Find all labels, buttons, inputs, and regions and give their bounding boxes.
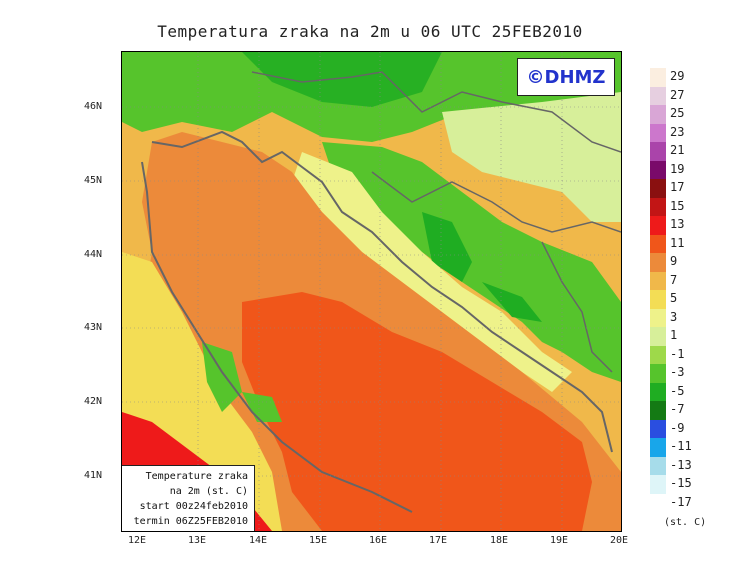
italy-green-patch-2: [242, 392, 282, 422]
info-box: Temperature zraka na 2m (st. C) start 00…: [122, 465, 255, 531]
legend-swatch: [650, 382, 666, 401]
legend-label: 23: [670, 124, 685, 139]
mild-zone-northeast: [442, 92, 621, 222]
legend-label: -17: [670, 494, 692, 509]
legend-swatch: [650, 401, 666, 420]
border-line-east: [371, 171, 621, 233]
legend-label: -11: [670, 439, 692, 453]
lat-label-44n: 44N: [84, 249, 103, 260]
lon-label-16e: 16E: [368, 535, 388, 546]
legend-label: -7: [670, 402, 685, 416]
legend-label: 17: [670, 180, 685, 194]
legend-swatch: [650, 68, 666, 87]
map-title: Temperatura zraka na 2m u 06 UTC 25FEB20…: [157, 22, 583, 41]
lon-label-17e: 17E: [428, 535, 448, 546]
legend-label: 25: [670, 106, 685, 120]
lon-label-15e: 15E: [308, 535, 328, 546]
legend-swatch: [650, 308, 666, 327]
border-line-north: [251, 71, 621, 153]
legend-label: 5: [670, 291, 678, 305]
info-line-1: Temperature zraka: [145, 471, 248, 482]
lat-label-43n: 43N: [84, 322, 103, 333]
lat-label-45n: 45N: [84, 175, 103, 186]
legend-label: 19: [670, 161, 685, 176]
lat-label-46n: 46N: [84, 101, 103, 112]
transition-zone: [292, 152, 572, 392]
lon-label-14e: 14E: [248, 535, 268, 546]
legend-swatch: [650, 234, 666, 253]
legend-swatch: [650, 253, 666, 272]
legend-swatch: [650, 456, 666, 475]
legend-label: 29: [670, 69, 685, 83]
legend-label: 11: [670, 235, 685, 250]
legend-swatch: [650, 86, 666, 105]
legend-swatch: [650, 123, 666, 142]
legend-label: 21: [670, 143, 685, 157]
info-line-2: na 2m (st. C): [169, 486, 248, 497]
legend-swatch: [650, 419, 666, 438]
lon-label-18e: 18E: [489, 535, 509, 546]
cold-zone-north-dark: [242, 52, 442, 107]
legend-label: -15: [670, 476, 692, 490]
adriatic-sea-warm: [242, 292, 592, 531]
map-canvas: [122, 52, 621, 531]
legend-swatch: [650, 345, 666, 364]
lat-label-42n: 42N: [84, 396, 103, 407]
cold-zone-dinaric-dark-2: [482, 282, 542, 322]
legend-swatch: [650, 327, 666, 346]
legend-label: 1: [670, 328, 678, 342]
legend-unit: (st. C): [664, 517, 707, 528]
temperature-map: ©DHMZ Temperature zraka na 2m (st. C) st…: [121, 51, 622, 532]
legend-label: -3: [670, 365, 685, 379]
legend-swatch: [650, 216, 666, 235]
legend-swatch: [650, 364, 666, 383]
legend-swatch: [650, 290, 666, 309]
cold-zone-dinaric-dark: [422, 212, 472, 282]
legend-label: 3: [670, 309, 678, 324]
lon-label-20e: 20E: [609, 535, 629, 546]
lon-label-19e: 19E: [549, 535, 569, 546]
legend-swatch: [650, 160, 666, 179]
legend-label: -5: [670, 383, 685, 398]
legend-label: -1: [670, 346, 685, 361]
lon-label-13e: 13E: [187, 535, 207, 546]
dhmz-logo: ©DHMZ: [517, 58, 615, 96]
coastline-italy: [141, 161, 413, 513]
legend-label: 7: [670, 272, 678, 287]
legend-swatch: [650, 105, 666, 124]
legend-label: 27: [670, 87, 685, 102]
border-line-balkan: [541, 241, 613, 373]
legend-label: -13: [670, 457, 692, 472]
legend-swatch: [650, 142, 666, 161]
legend-label: -9: [670, 420, 685, 435]
lat-label-41n: 41N: [84, 470, 103, 481]
coastline-croatia: [151, 130, 613, 453]
info-line-3: start 00z24feb2010: [139, 501, 248, 512]
legend-swatch: [650, 271, 666, 290]
legend-label: 9: [670, 254, 678, 268]
legend-label: 13: [670, 217, 685, 231]
lon-label-12e: 12E: [127, 535, 147, 546]
italy-green-patch: [202, 342, 242, 412]
legend-swatch: [650, 438, 666, 457]
legend-label: 15: [670, 198, 685, 213]
legend-swatch: [650, 179, 666, 198]
legend-swatch: [650, 197, 666, 216]
info-line-4: termin 06Z25FEB2010: [133, 516, 248, 527]
legend-swatch: [650, 475, 666, 494]
